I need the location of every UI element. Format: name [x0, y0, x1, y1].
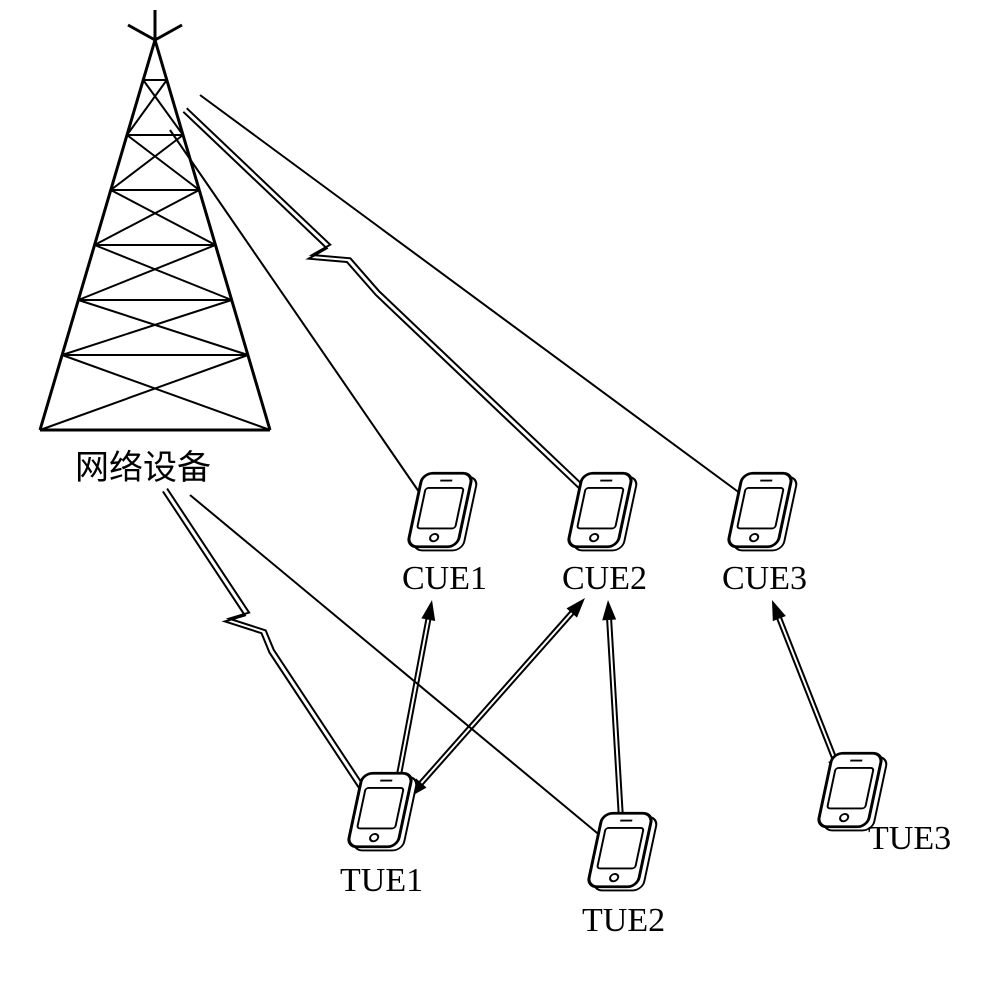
label-TUE3: TUE3: [868, 820, 951, 858]
label-CUE2: CUE2: [562, 560, 647, 598]
label-CUE3: CUE3: [722, 560, 807, 598]
device-TUE3: [816, 753, 888, 830]
device-CUE1: [406, 473, 478, 550]
label-TUE1: TUE1: [340, 862, 423, 900]
diagram-canvas: 网络设备 CUE1 CUE2 CUE3 TUE1 TUE2 TUE3: [0, 0, 1000, 991]
link-tower-CUE3: [200, 95, 752, 502]
tower-label: 网络设备: [75, 440, 211, 489]
lightning-tower-CUE2: [183, 108, 596, 502]
arrow-CUE2-TUE2: [602, 600, 628, 836]
arrow-CUE1-TUE1: [392, 600, 435, 796]
device-CUE2: [566, 473, 638, 550]
label-CUE1: CUE1: [402, 560, 487, 598]
lightning-tower-TUE1: [163, 489, 372, 802]
device-CUE3: [726, 473, 798, 550]
device-TUE2: [586, 813, 658, 890]
label-TUE2: TUE2: [582, 902, 665, 940]
arrow-CUE3-TUE3: [772, 600, 842, 778]
